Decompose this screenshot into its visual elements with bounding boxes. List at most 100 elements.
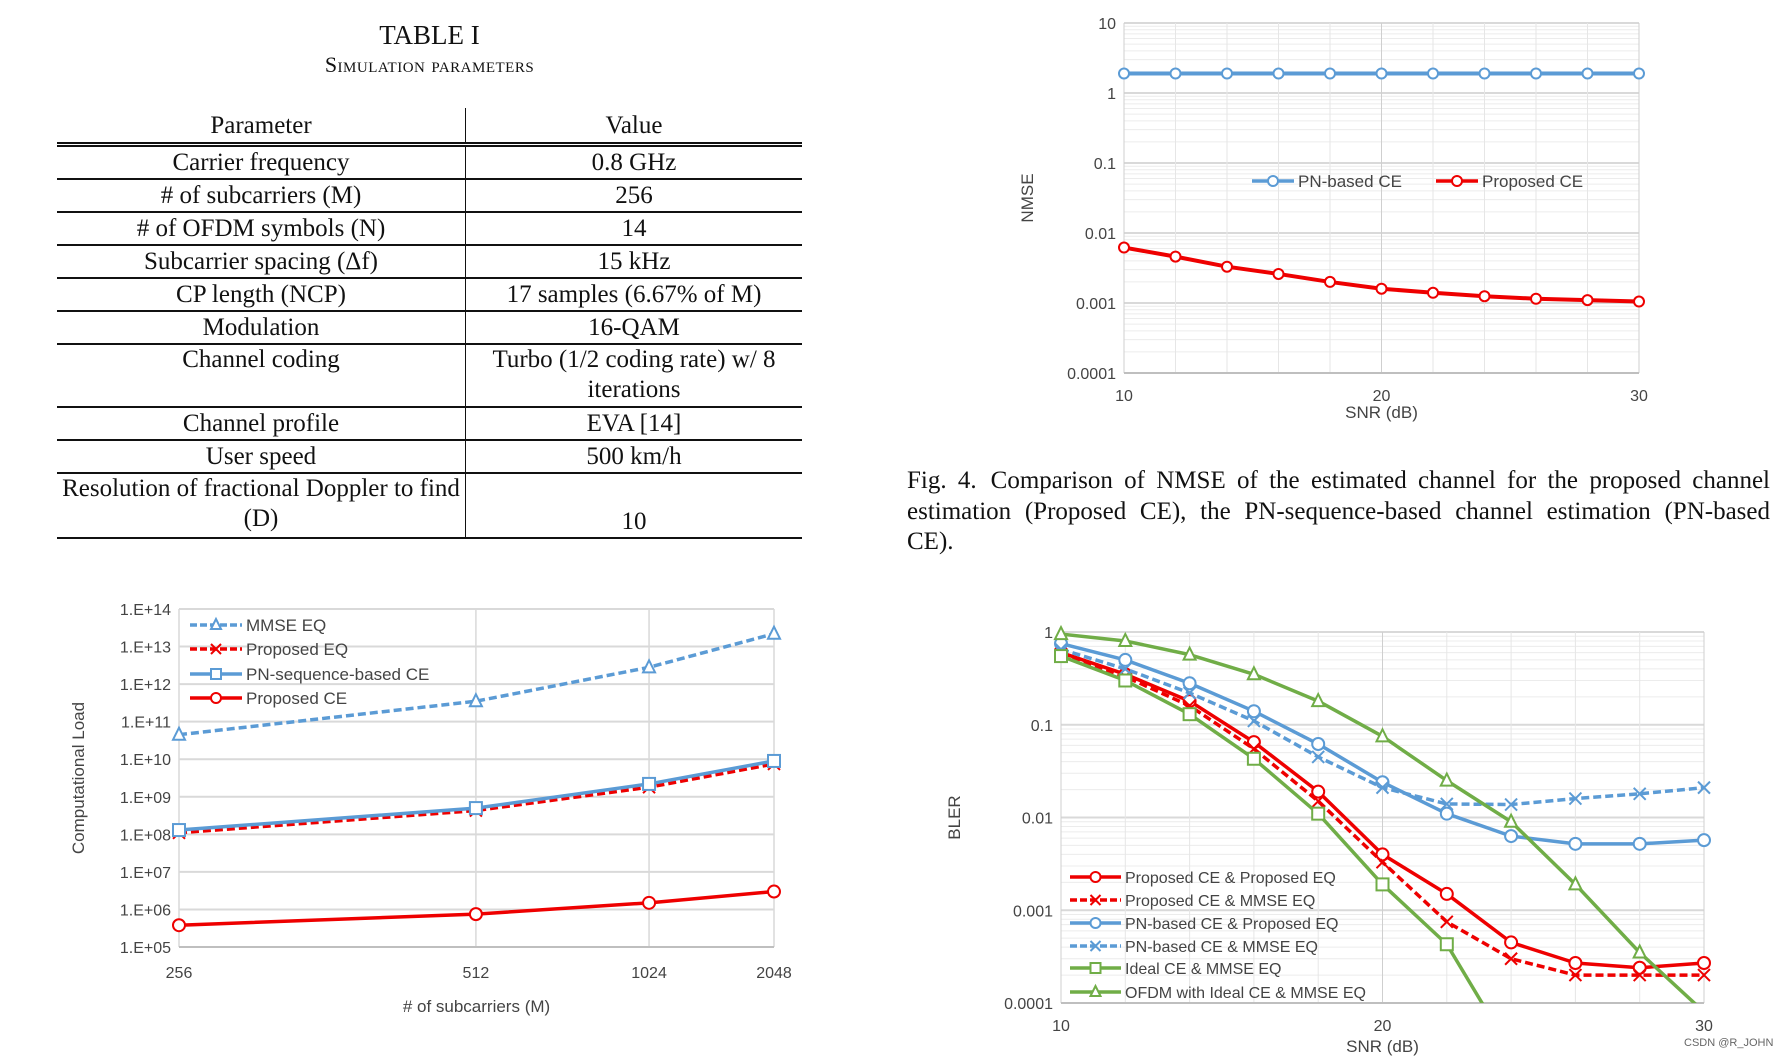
x-tick-label: 20 xyxy=(1374,1018,1392,1035)
data-point xyxy=(1221,260,1233,273)
y-tick-label: 0.01 xyxy=(1022,811,1053,828)
data-point xyxy=(1311,737,1326,752)
legend-item: MMSE EQ xyxy=(190,616,326,635)
table-row: Carrier frequency 0.8 GHz xyxy=(57,144,802,180)
data-point xyxy=(1504,829,1519,844)
data-point xyxy=(1054,649,1068,664)
x-axis-label: SNR (dB) xyxy=(1346,1037,1419,1056)
table-row: # of OFDM symbols (N) 14 xyxy=(57,212,802,246)
data-point xyxy=(1118,673,1133,688)
series-line xyxy=(178,759,775,832)
table-row: Modulation 16-QAM xyxy=(57,311,802,345)
y-tick-label: 1 xyxy=(1044,625,1053,642)
cell-value: 14 xyxy=(465,212,802,246)
header-parameter: Parameter xyxy=(57,108,466,147)
figure-caption: Fig. 4. Comparison of NMSE of the estimat… xyxy=(907,466,1770,558)
legend-label: PN-sequence-based CE xyxy=(246,665,429,684)
y-tick-label: 1.E+10 xyxy=(120,752,171,769)
x-tick-label: 512 xyxy=(463,965,490,982)
data-point xyxy=(1530,292,1542,305)
table-row: Channel profile EVA [14] xyxy=(57,407,802,441)
data-point xyxy=(1439,771,1455,787)
legend-label: Proposed EQ xyxy=(246,640,348,659)
circle-marker-icon xyxy=(1089,917,1102,929)
circle-marker-icon xyxy=(1451,175,1463,187)
y-axis-label: BLER xyxy=(945,795,964,839)
legend-label: PN-based CE xyxy=(1298,172,1402,191)
x-tick-label: 10 xyxy=(1115,388,1133,405)
x-marker-icon xyxy=(1089,894,1102,906)
cell-parameter: Subcarrier spacing (Δf) xyxy=(57,245,466,279)
chart-1: 1.E+14 1.E+13 1.E+12 1.E+11 1.E+10 1.E+09 1.E+… xyxy=(69,602,792,1016)
legend-label: MMSE EQ xyxy=(246,616,326,635)
x-tick-label: 10 xyxy=(1052,1018,1070,1035)
data-point xyxy=(1439,886,1454,901)
cell-value: Turbo (1/2 coding rate) w/ 8 iterations xyxy=(465,344,802,408)
data-point xyxy=(1169,250,1182,263)
data-point xyxy=(1581,67,1594,80)
x-tick-label: 256 xyxy=(166,965,193,982)
table-title: TABLE I xyxy=(379,20,480,50)
data-point xyxy=(1505,1045,1517,1057)
cell-value: 16-QAM xyxy=(465,311,802,345)
header-value: Value xyxy=(465,108,802,147)
data-point xyxy=(172,918,186,933)
series-proposed-ce xyxy=(172,884,781,933)
x-tick-label: 2048 xyxy=(756,965,792,982)
data-point xyxy=(1504,952,1518,966)
data-point xyxy=(1568,955,1583,970)
data-point xyxy=(1439,937,1454,952)
data-point xyxy=(468,691,484,708)
data-point xyxy=(1311,784,1326,799)
data-point xyxy=(1324,67,1336,80)
cell-value: 15 kHz xyxy=(465,245,802,279)
data-point xyxy=(1697,780,1711,795)
cell-parameter: CP length (NCP) xyxy=(57,278,466,312)
y-tick-label: 1.E+14 xyxy=(120,602,171,619)
cell-parameter: # of OFDM symbols (N) xyxy=(57,212,466,246)
y-tick-label: 0.1 xyxy=(1094,156,1116,173)
circle-marker-icon xyxy=(210,692,222,704)
cell-parameter: Carrier frequency xyxy=(57,144,466,180)
table-subtitle: Simulation parameters xyxy=(324,52,535,77)
triangle-marker-icon xyxy=(1088,983,1103,997)
y-tick-label: 1 xyxy=(1107,86,1116,103)
data-point xyxy=(1374,727,1391,743)
data-point xyxy=(1375,67,1388,80)
chart-2: 1 0.1 0.01 0.001 0.0001 10 20 30 SNR (dB) BLER Pro… xyxy=(945,624,1713,1057)
y-tick-label: 1.E+05 xyxy=(120,940,171,957)
series-line xyxy=(1060,654,1485,1003)
data-point xyxy=(1697,955,1711,970)
data-point xyxy=(1440,797,1454,811)
caption-text: Comparison of NMSE of the estimated chan… xyxy=(907,467,1770,555)
table-row: # of subcarriers (M) 256 xyxy=(57,179,802,213)
legend-label: Ideal CE & MMSE EQ xyxy=(1125,961,1282,978)
table-row: Subcarrier spacing (Δf) 15 kHz xyxy=(57,245,802,279)
cell-value: 10 xyxy=(465,473,802,539)
data-point xyxy=(1697,968,1711,982)
cell-parameter: Channel coding xyxy=(57,344,466,408)
y-tick-label: 0.1 xyxy=(1031,718,1053,735)
legend-label: PN-based CE & MMSE EQ xyxy=(1125,939,1318,956)
data-point xyxy=(1440,915,1454,929)
cell-parameter: Modulation xyxy=(57,311,466,345)
data-point xyxy=(1311,806,1326,821)
legend-item: Proposed CE xyxy=(1436,172,1583,191)
series-pn-based-ce xyxy=(1118,67,1645,80)
data-point xyxy=(1221,67,1233,80)
data-point xyxy=(1272,267,1285,280)
data-point xyxy=(1272,67,1285,80)
series-line xyxy=(178,762,775,835)
square-marker-icon xyxy=(1089,962,1102,974)
legend-label: Proposed CE xyxy=(1482,172,1583,191)
data-point xyxy=(642,776,657,791)
data-point xyxy=(1375,282,1388,295)
y-axis-label: Computational Load xyxy=(69,702,88,854)
y-tick-label: 1.E+07 xyxy=(120,865,171,882)
data-point xyxy=(1118,662,1133,676)
data-point xyxy=(767,753,781,768)
data-point xyxy=(1633,295,1645,308)
x-axis-label: # of subcarriers (M) xyxy=(403,997,550,1016)
data-point xyxy=(1568,968,1583,982)
